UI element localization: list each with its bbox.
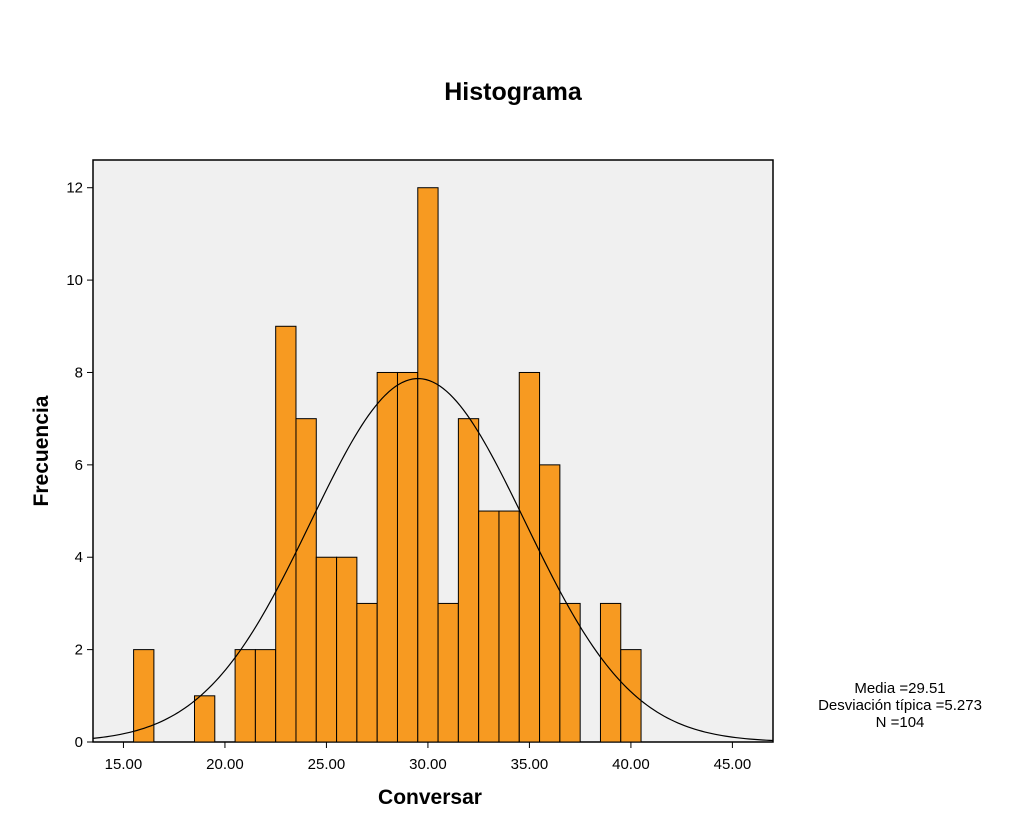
stat-mean: Media =29.51 (854, 680, 946, 697)
histogram-bar (356, 602, 378, 743)
x-tick-label: 35.00 (511, 756, 549, 773)
y-axis: 0 2 4 6 8 10 12 (66, 180, 93, 751)
normal-curve (92, 377, 774, 742)
x-tick-label: 20.00 (206, 756, 244, 773)
stat-n: N =104 (875, 714, 925, 731)
histogram-bar (518, 371, 541, 743)
y-tick-label: 6 (75, 457, 83, 474)
x-tick-label: 25.00 (308, 756, 346, 773)
x-axis: 15.00 20.00 25.00 30.00 35.00 40.00 45.00 (105, 742, 752, 773)
statistics-box: Media =29.51 Desviación típica =5.273 N … (790, 680, 1010, 731)
histogram-bar (478, 510, 500, 743)
y-tick-label: 4 (75, 549, 83, 566)
x-tick-label: 45.00 (714, 756, 752, 773)
histogram-bar (417, 187, 439, 743)
x-axis-label: Conversar (378, 786, 482, 809)
y-tick-label: 2 (75, 642, 83, 659)
histogram-bar (376, 371, 398, 743)
y-tick-label: 10 (66, 272, 83, 289)
histogram-bar (457, 418, 480, 743)
x-tick-label: 30.00 (409, 756, 447, 773)
histogram-bar (498, 510, 520, 743)
histogram-bar (193, 695, 216, 743)
histogram-bar (599, 602, 622, 743)
y-tick-label: 8 (75, 364, 83, 381)
histogram-bar (396, 371, 419, 743)
chart-title: Histograma (444, 78, 583, 106)
histogram-bar (254, 649, 277, 743)
histogram-bar (559, 602, 581, 743)
y-axis-label: Frecuencia (30, 395, 53, 506)
x-tick-label: 40.00 (612, 756, 650, 773)
histogram-bar (275, 325, 297, 743)
stat-std-dev: Desviación típica =5.273 (818, 697, 982, 714)
histogram-bar (315, 556, 338, 743)
histogram-bar (539, 464, 561, 743)
bars-group (133, 187, 642, 743)
histogram-bar (336, 556, 358, 743)
histogram-bar (234, 649, 256, 743)
x-tick-label: 15.00 (105, 756, 143, 773)
histogram-bar (620, 649, 642, 743)
y-tick-label: 12 (66, 180, 83, 197)
histogram-bar (295, 418, 317, 743)
y-tick-label: 0 (75, 734, 83, 751)
histogram-bar (437, 602, 459, 743)
histogram-bar (133, 649, 155, 743)
